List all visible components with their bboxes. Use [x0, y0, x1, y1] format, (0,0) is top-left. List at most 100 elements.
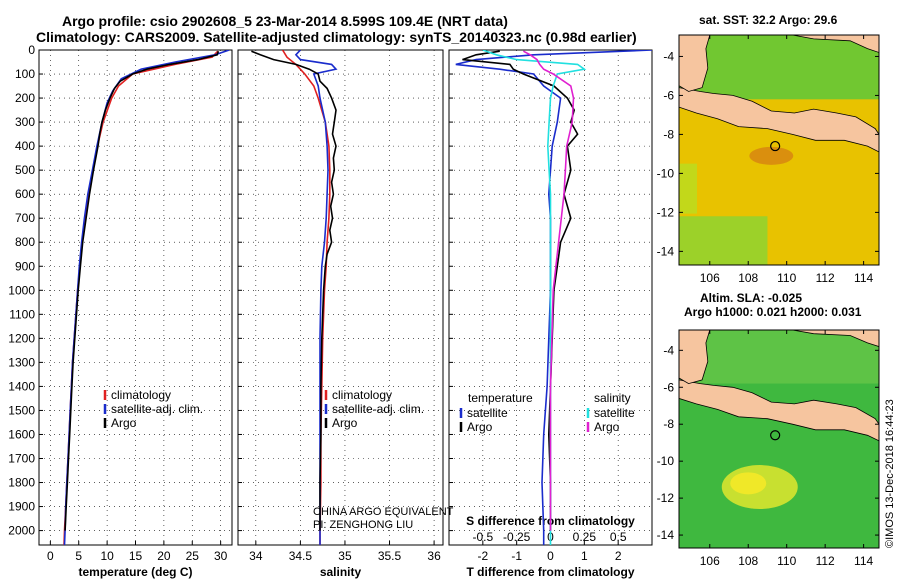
lat-tick-label: -4: [663, 49, 674, 63]
x-tick-label: 5: [75, 549, 82, 563]
y-tick-label: 1100: [9, 307, 35, 321]
legend-title-temperature: temperature: [468, 391, 533, 405]
x-tick-label: 0: [547, 549, 554, 563]
java-landmass: [679, 87, 879, 153]
lon-tick-label: 110: [777, 554, 796, 568]
x-tick-label: -2: [477, 549, 488, 563]
annotation-line-2: PI: ZENGHONG LIU: [313, 519, 413, 531]
x-tick-label: 2: [615, 549, 622, 563]
x-tick-label: 20: [157, 549, 171, 563]
lat-tick-label: -10: [657, 454, 675, 468]
lon-tick-label: 108: [738, 554, 758, 568]
sla-map-title-1: Altim. SLA: -0.025: [700, 291, 803, 305]
imos-watermark: ©IMOS 13-Dec-2018 16:44:23: [884, 399, 896, 548]
legend-label: Argo: [594, 420, 620, 434]
lat-tick-label: -8: [663, 127, 674, 141]
x-tick-label: -1: [511, 549, 522, 563]
sla-map-title-2: Argo h1000: 0.021 h2000: 0.031: [684, 305, 862, 319]
title-line-1: Argo profile: csio 2902608_5 23-Mar-2014…: [62, 13, 508, 29]
lon-tick-label: 106: [700, 271, 720, 285]
y-tick-label: 400: [15, 139, 35, 153]
legend-label: satellite-adj. clim.: [332, 402, 424, 416]
lon-tick-label: 114: [854, 271, 873, 285]
x-tick-label: 34.5: [289, 549, 313, 563]
legend-label: Argo: [111, 416, 137, 430]
series-line-satellite-adj-clim-: [294, 50, 338, 545]
legend-label: satellite: [594, 406, 635, 420]
lat-tick-label: -6: [663, 380, 674, 394]
sst-field-north: [679, 35, 879, 100]
x-tick-label: 1: [581, 549, 588, 563]
legend-label: climatology: [111, 388, 171, 402]
legend-label: Argo: [467, 420, 493, 434]
lat-tick-label: -12: [657, 205, 675, 219]
x-tick-label: 35.5: [378, 549, 402, 563]
x2-tick-label: 0.25: [573, 530, 597, 544]
x-axis-label: temperature (deg C): [78, 565, 192, 579]
series-line-argo: [64, 50, 220, 531]
sla-map: -4 -6 -8 -10 -12 -14 106 108 110 112 114: [657, 329, 880, 568]
y-tick-label: 700: [15, 211, 35, 225]
lat-tick-label: -14: [657, 244, 675, 258]
x-axis-label: T difference from climatology: [466, 565, 634, 579]
series-line-salinity-argo: [523, 50, 575, 531]
sla-field-north: [679, 330, 879, 384]
sst-warm-patch: [749, 146, 794, 165]
lon-tick-label: 114: [854, 554, 873, 568]
x2-tick-label: -0.25: [503, 530, 531, 544]
y-tick-label: 1700: [8, 451, 35, 465]
y-tick-label: 2000: [8, 524, 35, 538]
x-tick-label: 0: [47, 549, 54, 563]
y-tick-label: 200: [15, 91, 35, 105]
lon-tick-label: 112: [816, 554, 835, 568]
sst-field-southwest: [679, 216, 768, 265]
title-line-2: Climatology: CARS2009. Satellite-adjuste…: [36, 29, 637, 45]
borneo-landmass: [705, 330, 879, 348]
y-tick-label: 1000: [8, 283, 35, 297]
y-tick-label: 1300: [8, 355, 35, 369]
salinity-profile-panel: 34 34.5 35 35.5 36 salinity climatologysatelli…: [237, 49, 454, 579]
legend-label: Argo: [332, 416, 358, 430]
y-tick-label: 300: [15, 115, 35, 129]
x-tick-label: 15: [129, 549, 143, 563]
x-tick-label: 35: [338, 549, 352, 563]
lat-tick-label: -4: [663, 343, 674, 357]
x-tick-label: 36: [427, 549, 441, 563]
y-tick-label: 600: [15, 187, 35, 201]
lat-tick-label: -8: [663, 417, 674, 431]
sumatra-landmass: [679, 35, 711, 92]
difference-profile-panel: -2 -1 0 1 2-0.5 -0.25 0 0.25 0.5S difference fro…: [448, 49, 653, 579]
x-tick-label: 10: [100, 549, 114, 563]
java-landmass: [679, 379, 879, 442]
annotation-line-1: CHINA ARGO EQUIVALENT: [313, 506, 454, 518]
sumatra-landmass: [679, 330, 711, 385]
sst-field-west: [679, 163, 697, 214]
y-tick-label: 500: [15, 163, 35, 177]
y-tick-label: 800: [15, 235, 35, 249]
y-tick-label: 1800: [8, 476, 35, 490]
series-line-argo: [251, 50, 337, 531]
y-tick-label: 1500: [8, 403, 35, 417]
legend-label: climatology: [332, 388, 392, 402]
x2-tick-label: 0.5: [610, 530, 627, 544]
salinity-profile-frame: [237, 49, 444, 546]
x-axis-label: salinity: [320, 565, 362, 579]
legend-label: satellite-adj. clim.: [111, 402, 203, 416]
y-tick-label: 0: [28, 43, 35, 57]
lat-tick-label: -12: [657, 491, 675, 505]
sla-peak-patch: [730, 472, 767, 495]
lon-tick-label: 106: [700, 554, 720, 568]
x-tick-label: 34: [249, 549, 263, 563]
lat-tick-label: -10: [657, 166, 675, 180]
x-tick-label: 25: [186, 549, 200, 563]
y-tick-label: 1200: [8, 331, 35, 345]
y-tick-label: 100: [15, 67, 35, 81]
y-tick-label: 1400: [8, 379, 35, 393]
sst-map: -4 -6 -8 -10 -12 -14 106 108 110 112 114: [657, 34, 880, 285]
temperature-profile-panel: 0100200300400500600700800900100011001200…: [8, 43, 233, 579]
sla-map-frame: [678, 329, 880, 549]
borneo-landmass: [705, 35, 879, 53]
sst-map-frame: [678, 34, 880, 266]
